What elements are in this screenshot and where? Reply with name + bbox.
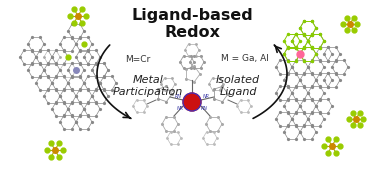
- Text: NR: NR: [177, 105, 183, 110]
- Text: RN: RN: [200, 105, 208, 110]
- Text: Isolated
Ligand: Isolated Ligand: [216, 75, 260, 97]
- Text: Ligand-based
Redox: Ligand-based Redox: [131, 8, 253, 40]
- Text: RN: RN: [175, 93, 181, 98]
- Text: M = Ga, Al: M = Ga, Al: [221, 54, 269, 64]
- Text: NR: NR: [203, 93, 209, 98]
- Circle shape: [183, 93, 201, 111]
- Text: Metal
Participation: Metal Participation: [113, 75, 183, 97]
- Text: M=Cr: M=Cr: [125, 54, 150, 64]
